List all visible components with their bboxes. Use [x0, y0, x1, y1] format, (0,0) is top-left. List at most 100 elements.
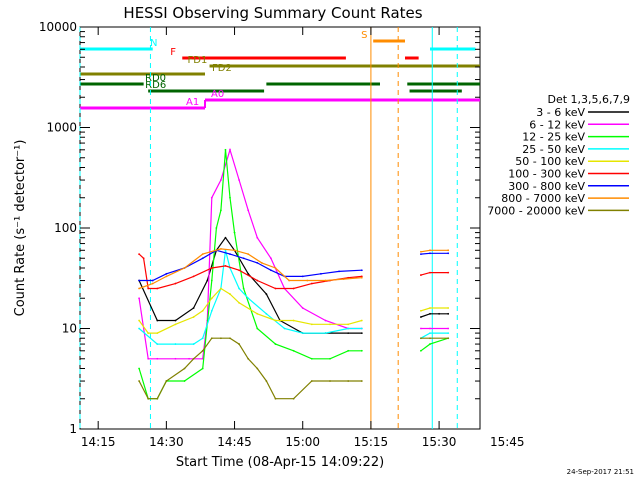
x-tick-label: 15:00 — [285, 435, 320, 449]
data-point — [360, 319, 363, 322]
x-tick-label: 14:45 — [217, 435, 252, 449]
data-point — [138, 253, 140, 255]
data-point — [420, 253, 422, 255]
data-point — [233, 249, 236, 252]
data-point — [206, 279, 209, 282]
data-point — [210, 297, 213, 300]
data-point — [174, 282, 177, 285]
data-point — [210, 267, 213, 269]
data-point — [429, 271, 431, 274]
data-point — [301, 332, 304, 334]
series-line — [420, 272, 449, 276]
data-point — [270, 257, 272, 260]
data-point — [201, 309, 204, 312]
data-point — [292, 287, 295, 290]
data-point — [310, 323, 313, 326]
data-point — [201, 367, 204, 370]
data-point — [274, 319, 277, 322]
legend-title: Det 1,3,5,6,7,9 — [547, 93, 630, 106]
data-point — [147, 287, 150, 290]
series-line — [138, 147, 362, 360]
y-axis: 1 10 100 1000 10000 — [39, 20, 480, 436]
data-point — [347, 327, 350, 330]
data-point — [292, 397, 295, 400]
data-point — [301, 307, 304, 309]
data-point — [183, 267, 186, 269]
data-point — [210, 337, 213, 340]
data-point — [329, 357, 331, 360]
data-point — [360, 327, 363, 330]
legend-label: 6 - 12 keV — [529, 118, 585, 131]
series-line — [138, 250, 362, 345]
data-point — [210, 196, 213, 199]
data-point — [138, 367, 140, 370]
data-point — [265, 293, 268, 295]
data-point — [270, 269, 272, 272]
x-tick-label: 14:15 — [81, 435, 116, 449]
data-point — [310, 357, 313, 360]
data-point — [224, 148, 227, 151]
data-point — [292, 319, 295, 322]
legend-label: 25 - 50 keV — [522, 143, 585, 156]
data-point — [224, 264, 227, 267]
data-point — [429, 252, 431, 255]
data-point — [347, 380, 350, 382]
data-point — [247, 272, 250, 275]
data-point — [220, 179, 222, 181]
y-tick-label: 1 — [69, 422, 77, 436]
data-point — [420, 274, 422, 276]
data-point — [138, 319, 140, 322]
legend-label: 300 - 800 keV — [508, 180, 585, 193]
data-point — [147, 397, 150, 400]
data-point — [256, 327, 259, 330]
data-point — [192, 357, 195, 360]
data-point — [247, 297, 250, 300]
flag-label-n: N — [150, 38, 157, 49]
data-point — [447, 252, 450, 255]
data-point — [210, 309, 213, 312]
data-point — [174, 357, 177, 360]
y-axis-label: Count Rate (s⁻¹ detector⁻¹) — [13, 140, 28, 317]
data-point — [429, 343, 431, 345]
data-point — [310, 282, 313, 285]
data-point — [188, 357, 190, 360]
data-point — [429, 332, 431, 334]
data-point — [192, 307, 195, 309]
data-point — [301, 275, 304, 278]
series-line — [138, 253, 362, 290]
data-point — [260, 261, 263, 264]
data-point — [256, 367, 259, 370]
data-point — [329, 380, 331, 382]
data-point — [156, 357, 159, 360]
data-point — [447, 307, 450, 309]
data-point — [283, 327, 286, 330]
data-point — [201, 349, 204, 352]
data-point — [229, 253, 231, 255]
data-point — [420, 337, 422, 340]
data-point — [429, 307, 431, 309]
series-line — [420, 249, 449, 253]
data-point — [229, 337, 231, 340]
data-point — [256, 236, 259, 239]
data-point — [247, 209, 250, 212]
data-point — [156, 343, 159, 345]
legend-label: 50 - 100 keV — [515, 155, 585, 168]
data-point — [324, 279, 327, 282]
x-tick-label: 15:30 — [422, 435, 457, 449]
data-point — [265, 312, 268, 315]
series-line — [420, 313, 449, 318]
data-point — [238, 343, 240, 345]
data-point — [347, 332, 350, 334]
data-point — [242, 287, 245, 290]
data-point — [329, 323, 331, 326]
x-tick-label: 15:15 — [354, 435, 389, 449]
data-point — [320, 272, 322, 275]
data-point — [438, 312, 440, 315]
data-point — [165, 272, 168, 275]
data-point — [238, 287, 240, 290]
data-point — [138, 327, 140, 330]
data-point — [447, 327, 450, 330]
data-point — [274, 397, 277, 400]
data-point — [242, 257, 245, 260]
